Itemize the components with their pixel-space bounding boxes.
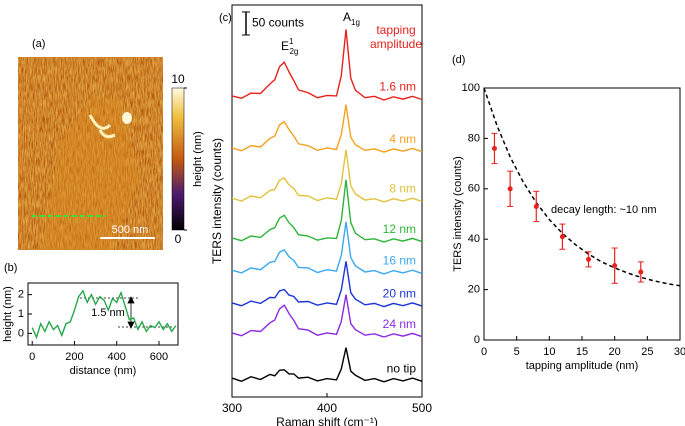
series-line — [231, 104, 423, 153]
y-tick-label: 20 — [468, 284, 480, 296]
peak-label-sup: 1 — [289, 37, 294, 46]
y-axis-label: TERS intensity (counts) — [452, 156, 464, 272]
x-tick-label: 10 — [543, 346, 555, 358]
series-line — [231, 221, 423, 275]
data-point — [507, 186, 513, 192]
y-tick-label: 80 — [468, 132, 480, 144]
y-axis-label: height (nm) — [2, 286, 14, 342]
panel-label: (d) — [452, 54, 465, 66]
peak-label: E1 2g — [281, 37, 298, 56]
y-tick-label: 2 — [18, 289, 24, 301]
y-tick-label: 0 — [474, 334, 480, 346]
panel-label: (a) — [32, 38, 45, 50]
series-line — [231, 261, 423, 308]
x-tick-label: 400 — [317, 401, 337, 415]
afm-image — [18, 57, 163, 250]
x-tick-label: 5 — [514, 346, 520, 358]
x-tick-label: 200 — [65, 351, 83, 363]
data-point — [559, 234, 565, 240]
panel-label: (b) — [4, 262, 17, 274]
x-tick-label: 0 — [481, 346, 487, 358]
x-tick-label: 500 — [412, 401, 432, 415]
series-label: no tip — [387, 361, 417, 375]
series-label: 24 nm — [383, 317, 416, 331]
x-tick-label: 300 — [222, 401, 242, 415]
series-label: 8 nm — [389, 182, 416, 196]
x-axis-label: distance (nm) — [70, 365, 137, 377]
x-tick-label: 25 — [641, 346, 653, 358]
x-tick-label: 400 — [108, 351, 126, 363]
peak-label-sub: 2g — [289, 47, 298, 56]
x-axis-label: tapping amplitude (nm) — [526, 360, 639, 372]
y-axis-label: TERS intensity (counts) — [210, 138, 224, 264]
legend-title: tapping — [376, 23, 415, 37]
series-label: 16 nm — [383, 254, 416, 268]
series-line — [231, 347, 423, 383]
colorbar-tick-label: 0 — [175, 232, 182, 246]
data-point — [491, 145, 497, 151]
series-label: 1.6 nm — [379, 80, 416, 94]
colorbar-tick-label: 10 — [171, 72, 185, 86]
panel-label: (c) — [219, 12, 232, 24]
plot-frame — [231, 4, 423, 398]
colorbar-label: height (nm) — [192, 131, 204, 187]
x-tick-label: 30 — [674, 346, 685, 358]
colorbar — [171, 87, 185, 231]
peak-label-base: E — [281, 39, 289, 53]
data-point — [612, 263, 618, 269]
y-tick-label: 40 — [468, 233, 480, 245]
y-tick-label: 60 — [468, 183, 480, 195]
series-line — [231, 29, 423, 101]
legend-title: amplitude — [370, 37, 422, 51]
series-line — [31, 289, 177, 340]
peak-label-sub: 1g — [351, 18, 360, 27]
scale-bar-label: 500 nm — [112, 224, 149, 236]
x-tick-label: 20 — [609, 346, 621, 358]
fit-curve — [483, 87, 681, 287]
series-line — [231, 179, 423, 243]
data-point — [638, 269, 644, 275]
annotation: decay length: ~10 nm — [551, 204, 657, 216]
data-point — [586, 256, 592, 262]
x-tick-label: 0 — [29, 351, 35, 363]
series-label: 20 nm — [383, 286, 416, 300]
annotation: 1.5 nm — [91, 307, 125, 319]
y-tick-label: 1 — [18, 308, 24, 320]
x-tick-label: 600 — [150, 351, 168, 363]
x-tick-label: 15 — [576, 346, 588, 358]
scale-bar-label: 50 counts — [252, 16, 304, 30]
data-point — [533, 203, 539, 209]
peak-label-base: A — [343, 10, 351, 24]
series-label: 4 nm — [389, 132, 416, 146]
series-label: 12 nm — [383, 222, 416, 236]
peak-label: A1g — [343, 10, 360, 27]
x-axis-label: Raman shift (cm⁻¹) — [276, 415, 378, 426]
y-tick-label: 0 — [18, 327, 24, 339]
y-tick-label: 100 — [462, 82, 480, 94]
series-line — [231, 149, 423, 203]
series-line — [231, 294, 423, 338]
